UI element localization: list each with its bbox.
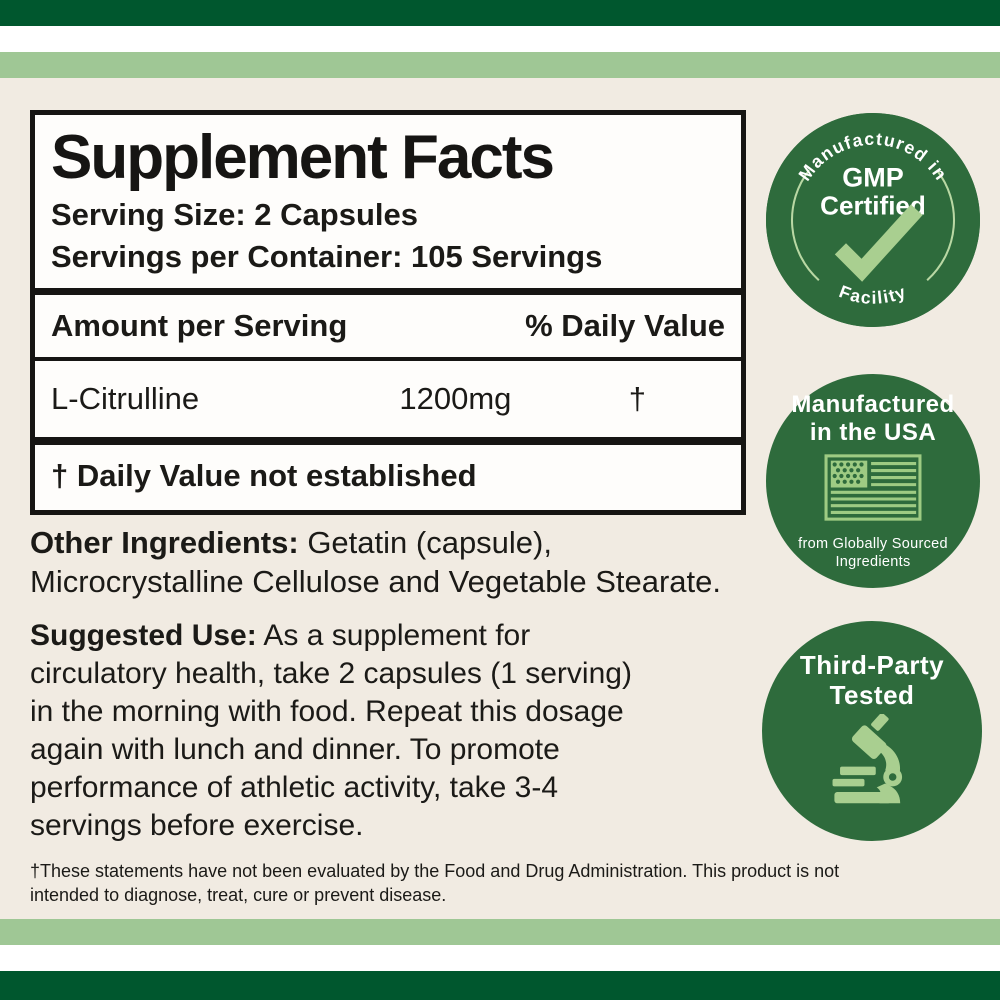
column-header-row: Amount per Serving % Daily Value xyxy=(35,295,741,362)
usa-badge-subtitle-line1: from Globally Sourced xyxy=(798,536,948,552)
suggested-use-line3: in the morning with food. Repeat this do… xyxy=(30,695,624,728)
ring-arc-right xyxy=(926,169,955,281)
suggested-use-line5: performance of athletic activity, take 3… xyxy=(30,771,559,804)
other-ingredients-line2: Microcrystalline Cellulose and Vegetable… xyxy=(30,564,721,599)
microscope-icon xyxy=(825,712,919,813)
gmp-badge-graphic: Manufactured in GMP Certified Facility xyxy=(766,113,980,327)
usa-badge-title-line1: Manufactured xyxy=(791,391,955,418)
other-ingredients-line1: Other Ingredients: Getatin (capsule), xyxy=(30,523,840,562)
top-stripe-white xyxy=(0,26,1000,52)
ingredient-amount: 1200mg xyxy=(399,381,512,417)
bottom-stripe-white xyxy=(0,945,1000,971)
top-stripe-dark-green xyxy=(0,0,1000,26)
checkmark-icon xyxy=(834,204,923,282)
serving-size: Serving Size: 2 Capsules xyxy=(51,197,418,233)
suggested-use-rest: As a supplement for xyxy=(256,619,531,652)
suggested-use-line1: Suggested Use: As a supplement for xyxy=(30,617,800,655)
fda-disclaimer: †These statements have not been evaluate… xyxy=(30,859,940,907)
top-stripe-light-green xyxy=(0,52,1000,78)
daily-value-footnote: † Daily Value not established xyxy=(51,458,477,494)
usa-badge-subtitle-line2: Ingredients xyxy=(835,554,911,570)
gmp-certified-badge: Manufactured in GMP Certified Facility xyxy=(766,113,980,327)
other-ingredients-text: Other Ingredients: Getatin (capsule), Mi… xyxy=(30,523,840,601)
third-party-tested-badge: Third-Party Tested xyxy=(762,621,982,841)
gmp-title: GMP xyxy=(842,163,903,193)
fda-disclaimer-line2: intended to diagnose, treat, cure or pre… xyxy=(30,885,447,905)
usa-badge-title-line2: in the USA xyxy=(809,419,937,446)
supplement-facts-header: Supplement Facts Serving Size: 2 Capsule… xyxy=(35,115,741,296)
servings-per-container: Servings per Container: 105 Servings xyxy=(51,239,603,275)
bottom-stripe-light-green xyxy=(0,919,1000,945)
ingredient-name: L-Citrulline xyxy=(51,381,200,417)
other-ingredients-label: Other Ingredients: xyxy=(30,525,299,560)
ingredient-row: L-Citrulline 1200mg † xyxy=(35,361,741,446)
suggested-use-line6: servings before exercise. xyxy=(30,809,364,842)
panel-title: Supplement Facts xyxy=(51,123,555,192)
ring-arc-left xyxy=(791,169,820,281)
supplement-facts-panel: Supplement Facts Serving Size: 2 Capsule… xyxy=(30,110,746,516)
made-in-usa-badge: Manufactured in the USA xyxy=(766,374,980,588)
daily-value-header: % Daily Value xyxy=(525,308,725,344)
other-ingredients-rest: Getatin (capsule), xyxy=(298,525,552,560)
usa-flag-icon xyxy=(823,453,923,527)
amount-per-serving-header: Amount per Serving xyxy=(51,308,348,344)
suggested-use-line2: circulatory health, take 2 capsules (1 s… xyxy=(30,657,632,690)
fda-disclaimer-line1: †These statements have not been evaluate… xyxy=(30,861,840,881)
third-party-title-line1: Third-Party xyxy=(799,649,945,680)
third-party-title-line2: Tested xyxy=(829,679,915,710)
suggested-use-text: Suggested Use: As a supplement for circu… xyxy=(30,617,800,845)
badge-circle xyxy=(766,113,980,327)
suggested-use-label: Suggested Use: xyxy=(30,619,257,652)
ingredient-daily-value: † xyxy=(628,381,646,417)
suggested-use-line4: again with lunch and dinner. To promote xyxy=(30,733,560,766)
bottom-stripe-dark-green xyxy=(0,971,1000,1000)
